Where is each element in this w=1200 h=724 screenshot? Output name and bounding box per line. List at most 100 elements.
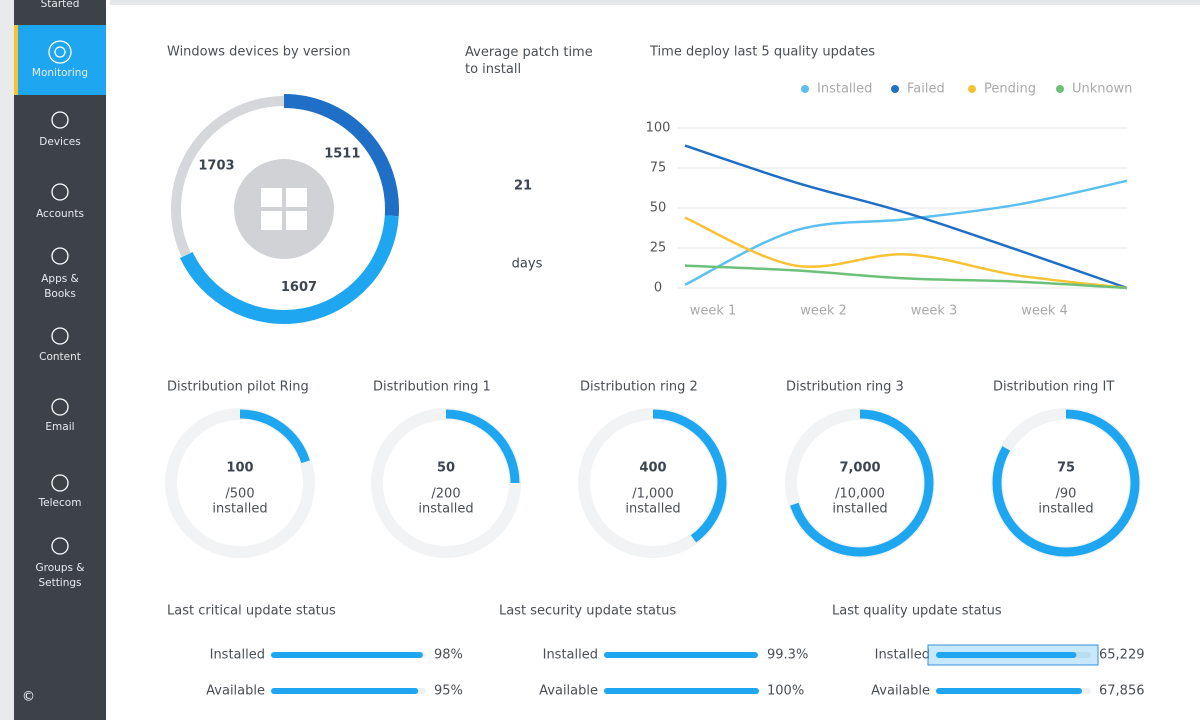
nav-label: Content	[39, 351, 81, 363]
y-tick-label: 100	[646, 121, 671, 136]
section-title: Windows devices by version	[167, 45, 350, 60]
ring-arc	[579, 409, 727, 557]
nav-label: Accounts	[36, 208, 84, 220]
nav-icon	[51, 111, 69, 129]
nav-item[interactable]	[14, 96, 106, 166]
donut-label: 1607	[281, 280, 317, 295]
bar	[604, 652, 758, 658]
active-item[interactable]	[14, 25, 106, 95]
nav-icon-inner	[54, 46, 66, 58]
donut-label: 1511	[324, 147, 360, 162]
y-tick-label: 75	[650, 161, 667, 176]
nav-label: Email	[45, 421, 74, 433]
ring-title: Distribution pilot Ring	[167, 380, 309, 395]
y-tick-label: 0	[654, 281, 662, 296]
series-line	[684, 216, 1128, 290]
bar	[936, 688, 1083, 694]
bar	[936, 652, 1077, 658]
os-logo	[261, 188, 282, 207]
nav-label: Monitoring	[32, 67, 88, 79]
ring-arc	[166, 409, 314, 557]
nav-label: Telecom	[38, 497, 82, 509]
ring-title: Distribution ring IT	[993, 380, 1114, 395]
legend-label: Unknown	[1072, 82, 1132, 97]
ring-status: installed	[418, 502, 473, 517]
footer-mark: ©	[22, 690, 35, 705]
bar-value: 99.3%	[767, 648, 808, 663]
x-tick-label: week 1	[690, 304, 737, 319]
bar-label: Installed	[210, 648, 265, 663]
bar-value: 95%	[434, 684, 463, 699]
ring-value: 400	[639, 461, 666, 476]
x-tick-label: week 4	[1021, 304, 1068, 319]
nav-label: Groups &	[36, 562, 85, 574]
nav-label: Settings	[38, 577, 81, 589]
nav-item[interactable]	[14, 383, 106, 453]
legend-dot	[968, 85, 976, 93]
os-logo	[261, 211, 282, 230]
sidebar-items: Started Monitoring Devices Accounts Apps & Bo…	[14, 0, 106, 589]
nav-icon	[51, 247, 69, 265]
nav-label: Devices	[39, 136, 80, 148]
ring-status: installed	[1038, 502, 1093, 517]
ring-title: Distribution ring 3	[786, 380, 904, 395]
ring-arc	[992, 409, 1140, 557]
ring-status: installed	[625, 502, 680, 517]
chart-title: Time deploy last 5 quality updates	[649, 45, 875, 60]
donut-segment	[171, 96, 285, 258]
active-marker	[14, 25, 18, 95]
bar-label: Installed	[543, 648, 598, 663]
bar	[604, 688, 759, 694]
nav-icon	[48, 40, 72, 64]
ring-status: installed	[832, 502, 887, 517]
x-tick-label: week 3	[911, 304, 958, 319]
ring-arc	[372, 409, 520, 557]
nav-label: Started	[41, 0, 80, 10]
legend-label: Failed	[907, 82, 945, 97]
y-tick-label: 25	[650, 241, 667, 256]
bar-label: Available	[539, 684, 598, 699]
left-edge	[0, 0, 14, 720]
os-logo	[286, 211, 307, 230]
ring-total: /500	[225, 487, 254, 502]
content: Windows devices by version 1511 1607 1703 Av…	[165, 45, 1145, 699]
bar-label: Installed	[875, 648, 930, 663]
donut-segment	[283, 94, 399, 217]
ring-status: installed	[212, 502, 267, 517]
ring-title: Distribution ring 2	[580, 380, 698, 395]
series-line	[684, 144, 1128, 290]
bar-label: Available	[206, 684, 265, 699]
bar-label: Available	[871, 684, 930, 699]
status-title: Last critical update status	[167, 604, 336, 619]
status-title: Last quality update status	[832, 604, 1002, 619]
bar-value: 98%	[434, 648, 463, 663]
top-strip	[110, 0, 1200, 5]
section-title: Average patch time to install	[465, 45, 593, 77]
nav-label: Apps &	[41, 273, 79, 285]
series-line	[684, 264, 1128, 290]
os-logo	[286, 188, 307, 207]
x-tick-label: week 2	[800, 304, 847, 319]
sidebar	[14, 0, 106, 720]
y-tick-label: 50	[650, 201, 667, 216]
legend-label: Pending	[984, 82, 1036, 97]
legend-dot	[1056, 85, 1064, 93]
selection-box	[927, 644, 1099, 666]
nav-icon	[51, 398, 69, 416]
nav-item[interactable]	[14, 312, 106, 382]
ring-title: Distribution ring 1	[373, 380, 491, 395]
bar	[271, 688, 419, 694]
nav-item[interactable]	[14, 168, 106, 238]
ring-value: 7,000	[839, 461, 880, 476]
nav-icon	[51, 537, 69, 555]
bar-value: 100%	[767, 684, 804, 699]
ring-total: /90	[1056, 487, 1077, 502]
bar-value: 67,856	[1099, 684, 1145, 699]
patch-unit: days	[512, 257, 543, 272]
nav-icon	[51, 474, 69, 492]
ring-arc	[786, 409, 934, 557]
nav-label: Books	[44, 288, 76, 300]
donut-label: 1703	[198, 159, 234, 174]
nav-item[interactable]	[14, 459, 106, 529]
ring-total: /10,000	[835, 487, 885, 502]
